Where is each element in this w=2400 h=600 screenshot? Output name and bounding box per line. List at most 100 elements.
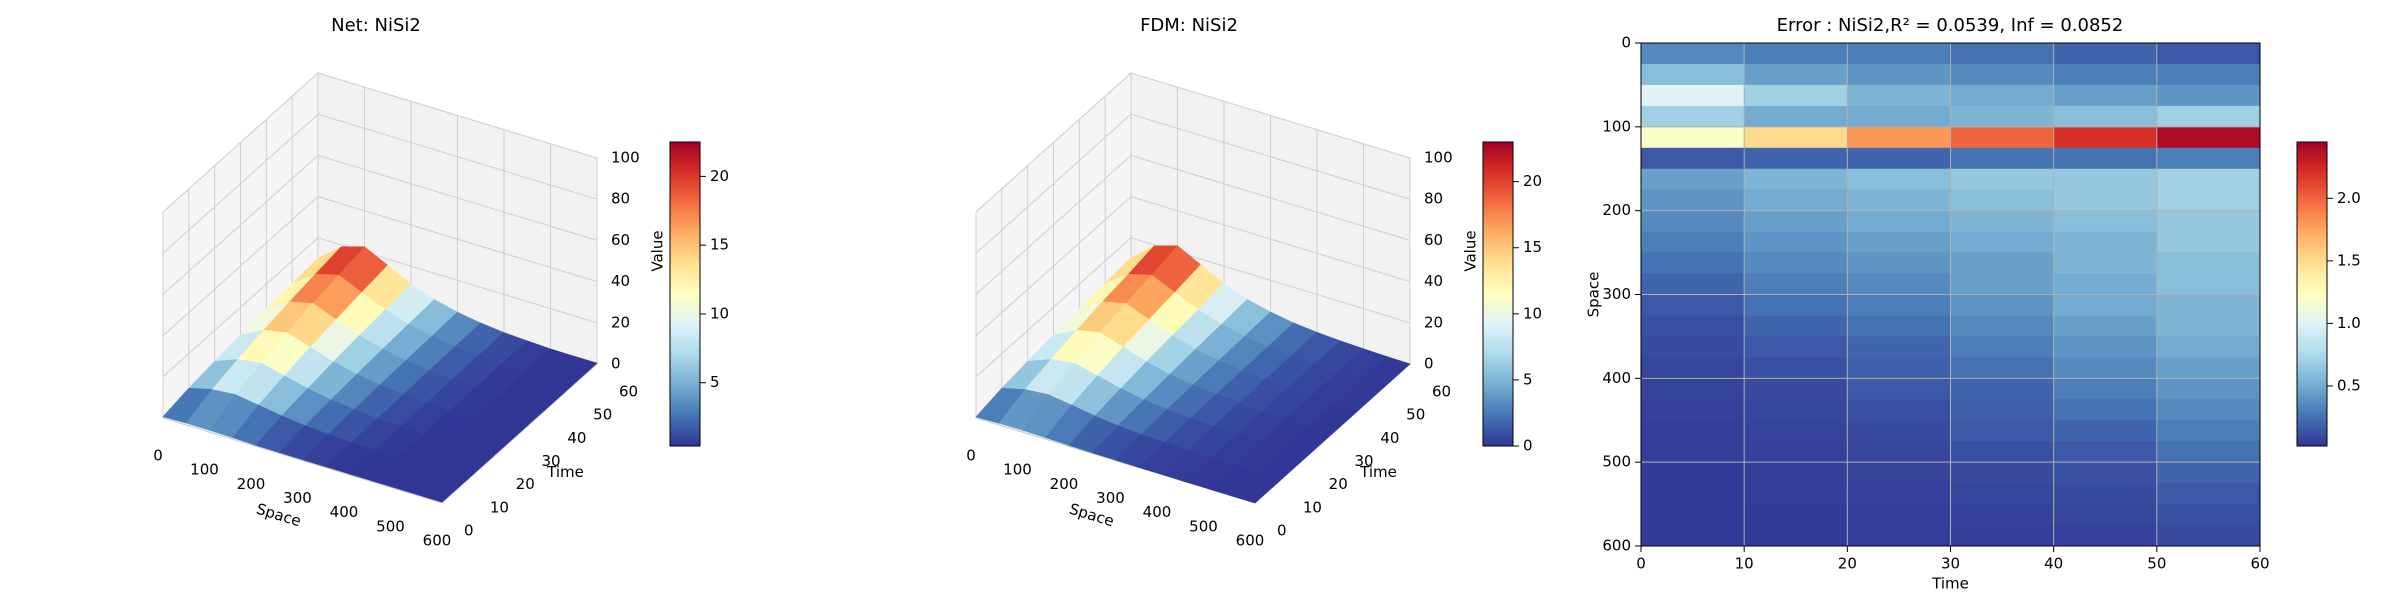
z-tick-label: 0 <box>611 355 621 373</box>
heatmap-cell <box>2053 462 2158 484</box>
heatmap-cell <box>1641 210 1745 233</box>
z-tick-label: 40 <box>611 272 630 290</box>
z-tick-label: 0 <box>1424 355 1434 373</box>
heatmap-cell <box>1847 462 1951 484</box>
heatmap-cell <box>1641 525 1745 547</box>
heatmap-cell <box>1641 420 1745 442</box>
heatmap-cell <box>2156 441 2261 463</box>
heatmap-cell <box>1950 273 2055 295</box>
heatmap-cell <box>1847 84 1951 107</box>
heatmap-cell <box>2156 147 2261 170</box>
heatmap-cell <box>2156 504 2261 526</box>
y-axis-label: Time <box>546 463 584 481</box>
y-axis-label: Time <box>1359 463 1397 481</box>
grid-line <box>975 72 1132 213</box>
heatmap-cell <box>1847 231 1951 254</box>
x-tick-label: 400 <box>330 503 359 521</box>
grid-line <box>975 196 1132 336</box>
heatmap-cell <box>1950 43 2055 65</box>
heatmap-cell <box>2053 168 2158 191</box>
x-tick-label: 100 <box>1003 461 1032 479</box>
grid-line <box>162 417 443 504</box>
heatmap-cell <box>2053 63 2158 86</box>
heatmap-cell <box>1744 504 1848 526</box>
x-tick-label: 500 <box>376 517 405 535</box>
heatmap-cell <box>2053 231 2158 254</box>
x-tick-label: 0 <box>1636 555 1646 573</box>
x-tick-label: 500 <box>1189 517 1218 535</box>
heatmap-cell <box>1950 252 2055 275</box>
heatmap-cell <box>1641 189 1745 212</box>
heatmap-cell <box>1641 294 1745 316</box>
grid-line <box>1130 196 1411 283</box>
x-tick-label: 50 <box>2147 555 2166 573</box>
heatmap-cell <box>1641 357 1745 379</box>
grid-line <box>162 72 319 213</box>
z-tick-label: 100 <box>1424 149 1453 167</box>
chart-title: FDM: NiSi2 <box>1140 15 1238 36</box>
heatmap-cell <box>1950 210 2055 233</box>
heatmap-cell <box>1744 147 1848 170</box>
y-tick-label: 50 <box>1406 406 1425 424</box>
heatmap-cell <box>1641 504 1745 526</box>
heatmap-cell <box>1744 210 1848 233</box>
colorbar-tick-label: 5 <box>1523 370 1533 388</box>
y-axis-label: Space <box>1585 272 1603 318</box>
colorbar-tick-label: 5 <box>710 373 720 391</box>
grid-line <box>317 113 598 200</box>
heatmap-cell <box>2156 63 2261 86</box>
surface-patch <box>418 471 469 503</box>
chart-title: Net: NiSi2 <box>331 15 421 36</box>
heatmap-cell <box>2156 525 2261 547</box>
heatmap-cell <box>1744 399 1848 421</box>
heatmap-cell <box>1950 147 2055 170</box>
heatmap-cell <box>1847 483 1951 505</box>
heatmap-cell <box>1847 504 1951 526</box>
grid-line <box>975 113 1132 254</box>
heatmap-cell <box>1744 231 1848 254</box>
z-axis-label: Value <box>1462 230 1480 271</box>
heatmap-cell <box>1641 147 1745 170</box>
heatmap-cell <box>1847 252 1951 275</box>
heatmap-cell <box>2156 483 2261 505</box>
chart-title: Error : NiSi2,R² = 0.0539, Inf = 0.0852 <box>1777 15 2124 36</box>
heatmap-cell <box>1641 273 1745 295</box>
z-tick-label: 20 <box>1424 313 1443 331</box>
heatmap-cell <box>1641 168 1745 191</box>
heatmap-cell <box>1744 462 1848 484</box>
y-tick-label: 60 <box>1432 383 1451 401</box>
heatmap-cell <box>1641 483 1745 505</box>
heatmap-cell <box>1950 378 2055 400</box>
heatmap-cell <box>1744 63 1848 86</box>
heatmap-cell <box>1950 483 2055 505</box>
colorbar-tick-label: 10 <box>710 304 729 322</box>
heatmap-cell <box>1950 126 2055 149</box>
heatmap-cell <box>2156 315 2261 337</box>
heatmap-cell <box>1847 105 1951 128</box>
heatmap-cell <box>1847 315 1951 337</box>
heatmap-cell <box>1641 336 1745 358</box>
heatmap-cell <box>2053 399 2158 421</box>
colorbar-tick-label: 15 <box>1523 238 1542 256</box>
heatmap-cell <box>1847 336 1951 358</box>
x-tick-label: 30 <box>1941 555 1960 573</box>
grid-line <box>975 155 1132 295</box>
grid-line <box>1130 154 1411 241</box>
heatmap-cell <box>2053 105 2158 128</box>
heatmap-cell <box>2053 84 2158 107</box>
heatmap-cell <box>1950 420 2055 442</box>
y-tick-label: 600 <box>1602 537 1631 555</box>
heatmap-cell <box>2156 168 2261 191</box>
heatmap-cell <box>1950 525 2055 547</box>
heatmap-cell <box>2053 441 2158 463</box>
colorbar-tick-label: 10 <box>1523 304 1542 322</box>
x-tick-label: 200 <box>237 475 266 493</box>
x-tick-label: 100 <box>190 461 219 479</box>
heatmap-cell <box>1744 525 1848 547</box>
y-tick-label: 40 <box>567 429 586 447</box>
grid-line <box>1130 72 1411 159</box>
heatmap-cell <box>1744 189 1848 212</box>
y-tick-label: 300 <box>1602 285 1631 303</box>
heatmap-cell <box>2053 210 2158 233</box>
heatmap-cell <box>1950 168 2055 191</box>
